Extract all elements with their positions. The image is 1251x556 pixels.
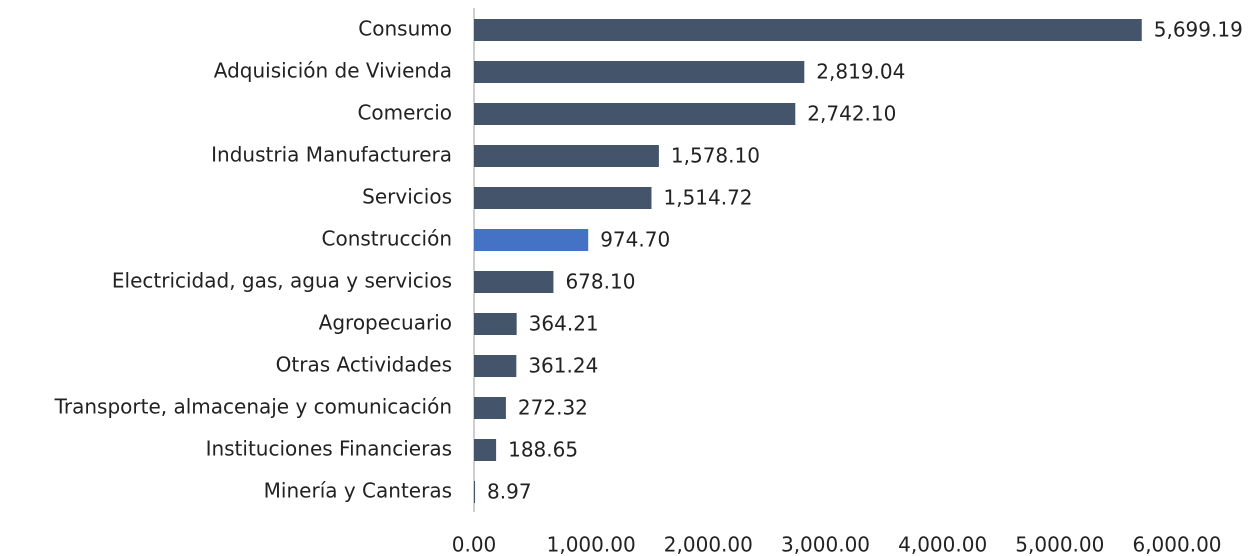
- y-tick-label: Industria Manufacturera: [211, 143, 452, 167]
- bar: [474, 355, 517, 377]
- value-label: 974.70: [600, 228, 670, 252]
- bar: [474, 481, 476, 503]
- value-label: 272.32: [518, 396, 588, 420]
- bar: [474, 61, 805, 83]
- bar: [474, 397, 506, 419]
- value-label: 188.65: [508, 438, 578, 462]
- x-tick-label: 3,000.00: [781, 533, 870, 556]
- bar: [474, 103, 796, 125]
- y-tick-label: Servicios: [362, 185, 452, 209]
- value-label: 8.97: [487, 480, 532, 504]
- x-tick-label: 0.00: [452, 533, 497, 556]
- value-label: 2,742.10: [807, 102, 896, 126]
- y-tick-label: Electricidad, gas, agua y servicios: [112, 269, 452, 293]
- y-tick-label: Agropecuario: [319, 311, 452, 335]
- y-tick-label: Instituciones Financieras: [206, 437, 452, 461]
- bar: [474, 145, 659, 167]
- value-label: 1,514.72: [663, 186, 752, 210]
- bar: [474, 19, 1142, 41]
- x-tick-label: 6,000.00: [1132, 533, 1221, 556]
- bar: [474, 187, 652, 209]
- bar: [474, 439, 497, 461]
- x-tick-label: 1,000.00: [547, 533, 636, 556]
- y-tick-label: Adquisición de Vivienda: [214, 59, 452, 83]
- value-label: 361.24: [528, 354, 598, 378]
- value-label: 678.10: [565, 270, 635, 294]
- value-label: 1,578.10: [671, 144, 760, 168]
- y-tick-label: Minería y Canteras: [264, 479, 452, 503]
- x-tick-label: 5,000.00: [1015, 533, 1104, 556]
- y-tick-label: Transporte, almacenaje y comunicación: [54, 395, 452, 419]
- bar: [474, 229, 589, 251]
- x-tick-label: 2,000.00: [664, 533, 753, 556]
- y-tick-label: Consumo: [358, 17, 452, 41]
- y-tick-label: Otras Actividades: [276, 353, 452, 377]
- bar: [474, 271, 554, 293]
- y-tick-label: Comercio: [357, 101, 452, 125]
- value-label: 2,819.04: [816, 60, 905, 84]
- y-tick-label: Construcción: [322, 227, 453, 251]
- x-tick-label: 4,000.00: [898, 533, 987, 556]
- bar: [474, 313, 517, 335]
- value-label: 364.21: [529, 312, 599, 336]
- value-label: 5,699.19: [1154, 18, 1243, 42]
